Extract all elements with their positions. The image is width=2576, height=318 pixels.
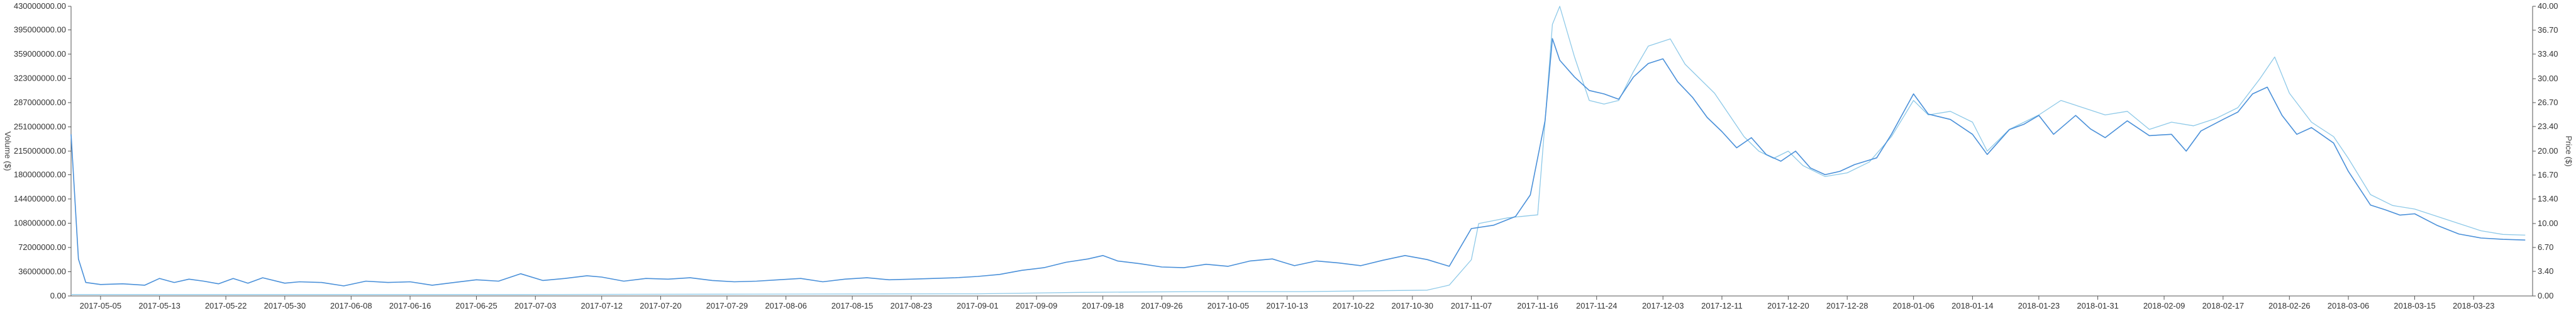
y-axis-left-title: Volume ($) xyxy=(3,132,13,171)
y-left-tick-label: 359000000.00 xyxy=(14,49,66,59)
x-tick-label: 2017-06-08 xyxy=(330,301,372,310)
y-right-tick-label: 20.00 xyxy=(2538,146,2558,156)
x-tick-label: 2017-12-20 xyxy=(1767,301,1809,310)
x-tick-label: 2017-08-15 xyxy=(831,301,874,310)
y-right-tick-label: 36.70 xyxy=(2538,25,2558,35)
x-tick-label: 2017-12-28 xyxy=(1826,301,1868,310)
y-left-tick-label: 0.00 xyxy=(50,291,66,300)
x-tick-label: 2017-07-29 xyxy=(706,301,748,310)
y-left-tick-label: 215000000.00 xyxy=(14,146,66,156)
x-tick-label: 2017-12-03 xyxy=(1642,301,1684,310)
x-tick-label: 2017-11-07 xyxy=(1451,301,1492,310)
y-left-tick-label: 323000000.00 xyxy=(14,73,66,82)
x-tick-label: 2018-01-31 xyxy=(2077,301,2119,310)
x-ticks: 2017-05-05 2017-05-13 2017-05-22 2017-05-30… xyxy=(80,296,2495,310)
x-tick-label: 2018-01-23 xyxy=(2018,301,2060,310)
x-tick-label: 2018-01-06 xyxy=(1892,301,1935,310)
x-tick-label: 2017-09-09 xyxy=(1016,301,1058,310)
x-tick-label: 2017-07-12 xyxy=(580,301,623,310)
y-right-ticks: 0.00 3.40 6.70 10.00 13.40 16.70 20.00 23.40 26.… xyxy=(2533,1,2558,300)
y-right-tick-label: 26.70 xyxy=(2538,98,2558,107)
axes-group xyxy=(70,6,2533,297)
y-left-tick-label: 395000000.00 xyxy=(14,25,66,34)
x-tick-label: 2017-10-05 xyxy=(1208,301,1250,310)
x-tick-label: 2017-07-20 xyxy=(640,301,682,310)
y-right-tick-label: 10.00 xyxy=(2538,219,2558,228)
x-tick-label: 2018-03-15 xyxy=(2394,301,2436,310)
x-tick-label: 2017-05-05 xyxy=(80,301,122,310)
y-left-tick-label: 36000000.00 xyxy=(18,266,66,276)
price-series-line xyxy=(71,6,2526,295)
y-right-tick-label: 3.40 xyxy=(2538,266,2553,276)
x-tick-label: 2017-10-22 xyxy=(1333,301,1375,310)
x-tick-label: 2018-01-14 xyxy=(1951,301,1994,310)
x-tick-label: 2017-11-16 xyxy=(1517,301,1558,310)
x-tick-label: 2017-08-06 xyxy=(765,301,807,310)
x-tick-label: 2018-03-06 xyxy=(2328,301,2370,310)
x-tick-label: 2017-09-01 xyxy=(957,301,999,310)
x-tick-label: 2017-05-13 xyxy=(138,301,180,310)
x-tick-label: 2017-07-03 xyxy=(514,301,557,310)
y-right-tick-label: 33.40 xyxy=(2538,49,2558,59)
series-layer xyxy=(70,6,2526,295)
y-left-tick-label: 108000000.00 xyxy=(14,218,66,227)
x-tick-label: 2017-06-25 xyxy=(455,301,497,310)
x-tick-label: 2018-03-23 xyxy=(2453,301,2495,310)
volume-series-line xyxy=(70,38,2526,287)
y-axis-right-title: Price ($) xyxy=(2564,135,2573,166)
x-tick-label: 2018-02-17 xyxy=(2202,301,2245,310)
x-tick-label: 2017-10-13 xyxy=(1266,301,1308,310)
y-left-tick-label: 251000000.00 xyxy=(14,122,66,131)
y-left-tick-label: 72000000.00 xyxy=(18,242,66,252)
y-right-tick-label: 23.40 xyxy=(2538,122,2558,131)
x-tick-label: 2018-02-09 xyxy=(2143,301,2185,310)
x-tick-label: 2017-10-30 xyxy=(1392,301,1434,310)
y-right-tick-label: 0.00 xyxy=(2538,291,2553,300)
y-left-tick-label: 144000000.00 xyxy=(14,194,66,203)
x-tick-label: 2017-05-30 xyxy=(264,301,306,310)
x-tick-label: 2018-02-26 xyxy=(2268,301,2311,310)
x-tick-label: 2017-05-22 xyxy=(205,301,247,310)
x-tick-label: 2017-08-23 xyxy=(891,301,933,310)
y-right-tick-label: 30.00 xyxy=(2538,74,2558,83)
x-tick-label: 2017-06-16 xyxy=(389,301,431,310)
x-tick-label: 2017-12-11 xyxy=(1701,301,1743,310)
x-tick-label: 2017-09-26 xyxy=(1141,301,1183,310)
y-right-tick-label: 6.70 xyxy=(2538,242,2553,252)
x-tick-label: 2017-09-18 xyxy=(1082,301,1124,310)
x-tick-label: 2017-11-24 xyxy=(1576,301,1618,310)
y-left-tick-label: 180000000.00 xyxy=(14,169,66,179)
y-right-tick-label: 16.70 xyxy=(2538,170,2558,179)
y-left-tick-label: 287000000.00 xyxy=(14,98,66,107)
y-right-tick-label: 13.40 xyxy=(2538,194,2558,203)
y-right-tick-label: 40.00 xyxy=(2538,1,2558,11)
y-left-ticks: 0.00 36000000.00 72000000.00 108000000.00 14… xyxy=(14,1,71,300)
y-left-tick-label: 430000000.00 xyxy=(14,1,66,11)
